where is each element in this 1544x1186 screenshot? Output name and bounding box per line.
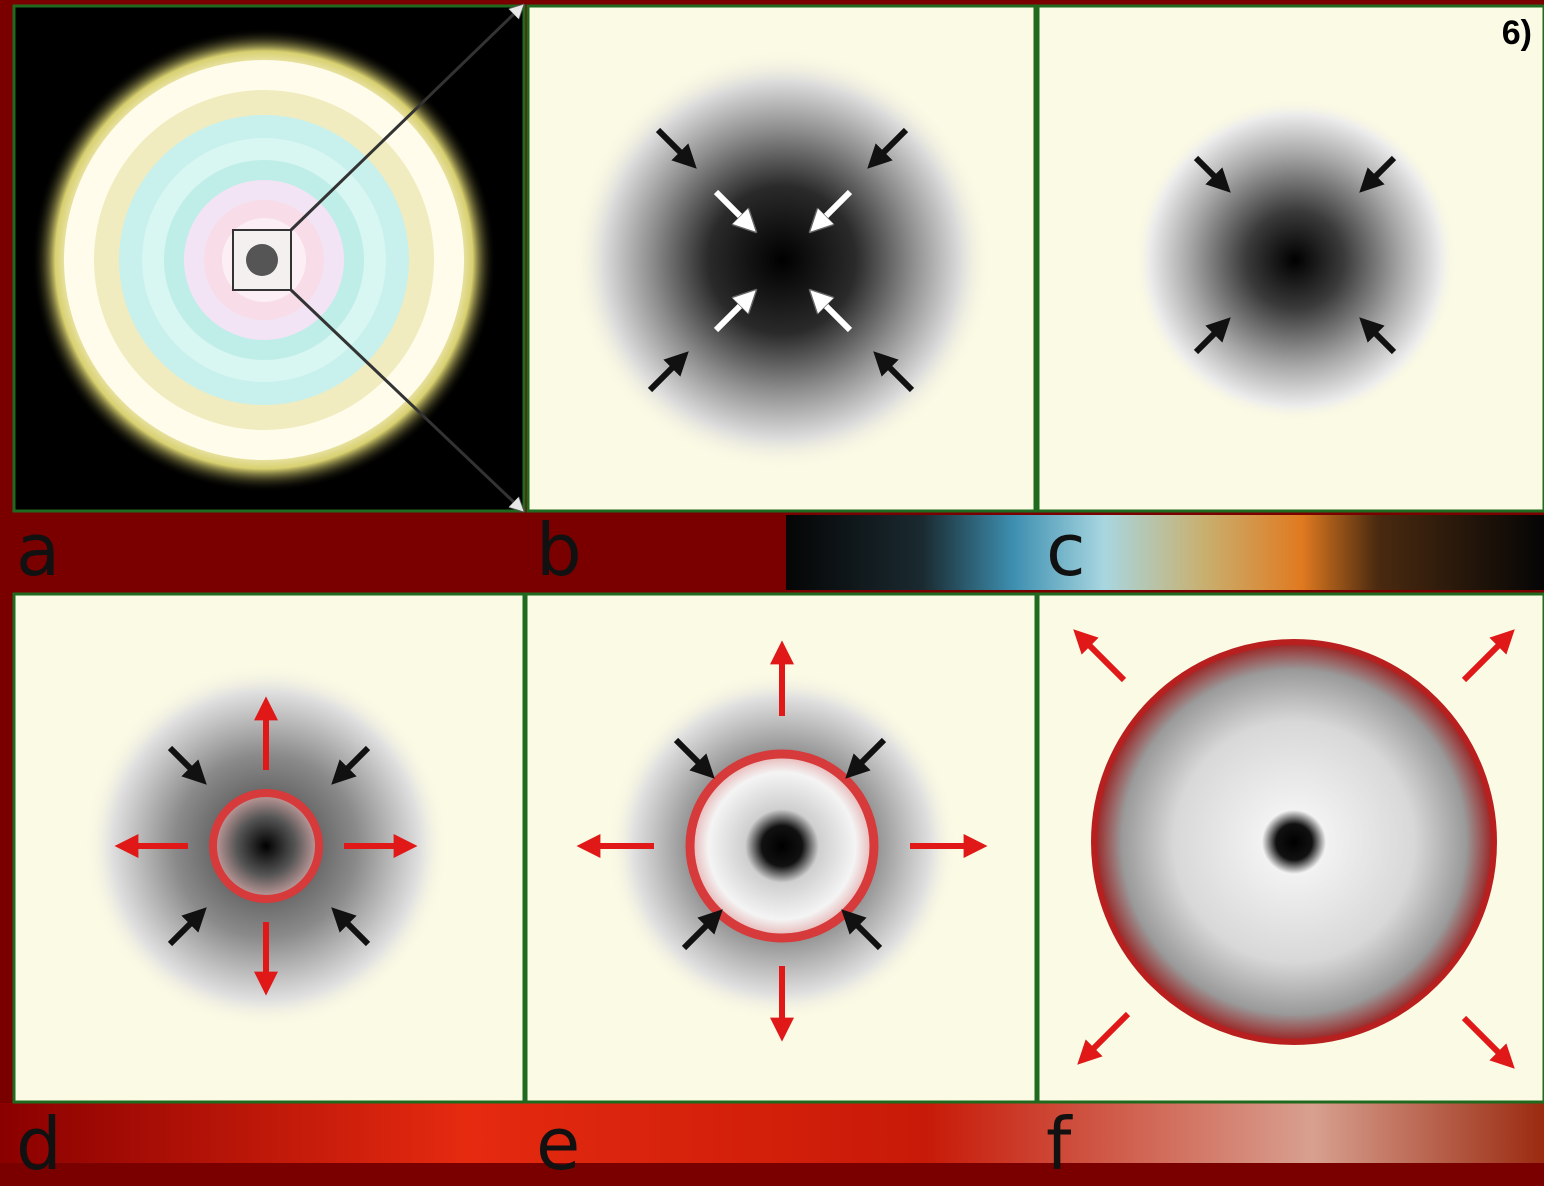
label-strip-bottom xyxy=(0,1103,1544,1163)
panel-letter-e: e xyxy=(536,1102,581,1186)
inward-arrows-black xyxy=(647,127,915,393)
panel-a xyxy=(12,6,526,511)
inward-arrows-black xyxy=(673,737,887,951)
panel-d xyxy=(12,592,526,1104)
slide-number: 6) xyxy=(1501,14,1532,52)
inward-arrows-black xyxy=(1193,155,1397,355)
panel-e xyxy=(524,592,1038,1104)
panel-c xyxy=(1036,4,1544,513)
inward-arrows-white xyxy=(713,189,853,333)
panel-f xyxy=(1036,592,1544,1104)
expanding-shell xyxy=(1091,639,1497,1045)
panel-letter-a: a xyxy=(16,508,61,592)
panel-letter-f: f xyxy=(1046,1102,1072,1186)
panel-b xyxy=(526,4,1037,513)
iron-core xyxy=(246,244,278,276)
outward-arrows-red xyxy=(1073,629,1515,1069)
panel-letter-d: d xyxy=(16,1102,62,1186)
shock-front xyxy=(685,749,879,943)
panel-letter-c: c xyxy=(1046,508,1086,592)
outward-arrows-red xyxy=(114,696,418,996)
shock-front xyxy=(209,789,323,903)
panel-letter-b: b xyxy=(536,508,582,592)
outward-arrows-red xyxy=(576,640,988,1042)
nebula-strip xyxy=(786,515,1544,590)
inward-arrows-black xyxy=(167,745,371,947)
